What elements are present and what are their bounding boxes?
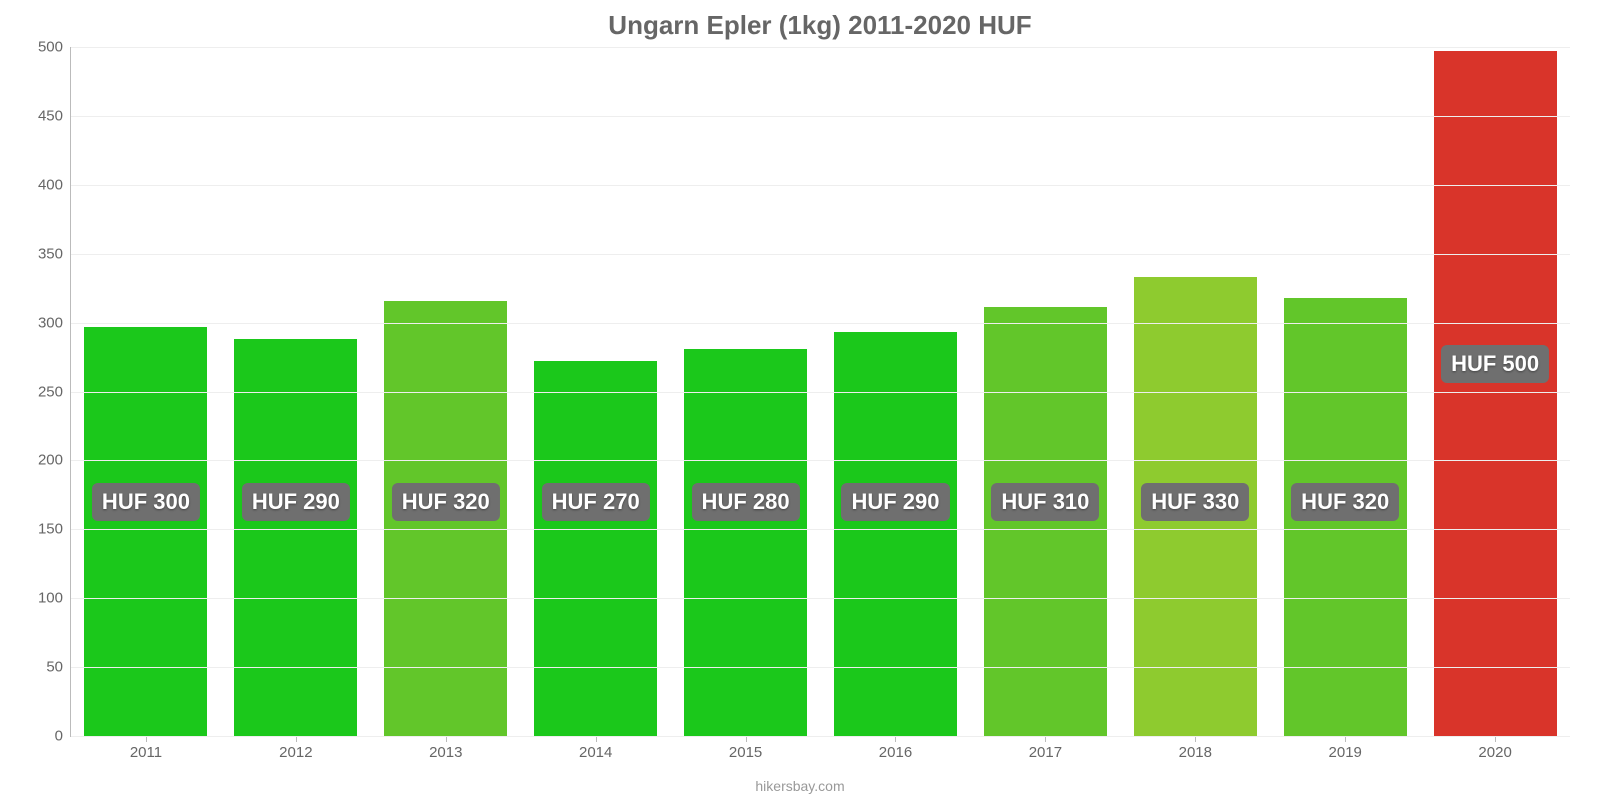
bar: [534, 361, 657, 736]
bar: [834, 332, 957, 736]
x-axis-label: 2013: [429, 744, 462, 761]
bar-value-label: HUF 300: [92, 483, 200, 521]
x-axis-label: 2018: [1179, 744, 1212, 761]
bar: [684, 349, 807, 736]
chart-title: Ungarn Epler (1kg) 2011-2020 HUF: [70, 10, 1570, 41]
grid-line: [71, 254, 1570, 255]
x-axis-label: 2016: [879, 744, 912, 761]
x-axis-label: 2014: [579, 744, 612, 761]
y-tick-label: 300: [38, 314, 71, 331]
x-axis-label: 2015: [729, 744, 762, 761]
grid-line: [71, 116, 1570, 117]
x-axis-label: 2019: [1329, 744, 1362, 761]
y-tick-label: 500: [38, 39, 71, 56]
grid-line: [71, 598, 1570, 599]
bar-value-label: HUF 270: [542, 483, 650, 521]
bar-value-label: HUF 280: [692, 483, 800, 521]
price-chart: Ungarn Epler (1kg) 2011-2020 HUF 2011HUF…: [0, 0, 1600, 800]
grid-line: [71, 323, 1570, 324]
y-tick-label: 450: [38, 107, 71, 124]
grid-line: [71, 460, 1570, 461]
bar-value-label: HUF 290: [242, 483, 350, 521]
grid-line: [71, 736, 1570, 737]
bar: [1434, 51, 1557, 736]
grid-line: [71, 392, 1570, 393]
y-tick-label: 50: [46, 659, 71, 676]
bar-value-label: HUF 330: [1141, 483, 1249, 521]
bar-value-label: HUF 290: [841, 483, 949, 521]
bar: [84, 327, 207, 736]
grid-line: [71, 529, 1570, 530]
x-axis-label: 2017: [1029, 744, 1062, 761]
y-tick-label: 150: [38, 521, 71, 538]
bar-value-label: HUF 320: [1291, 483, 1399, 521]
bar: [984, 307, 1107, 736]
grid-line: [71, 185, 1570, 186]
plot-area: 2011HUF 3002012HUF 2902013HUF 3202014HUF…: [70, 47, 1570, 737]
y-tick-label: 100: [38, 590, 71, 607]
bar: [234, 339, 357, 736]
x-axis-label: 2011: [130, 744, 162, 761]
credit-text: hikersbay.com: [755, 778, 844, 794]
y-tick-label: 350: [38, 245, 71, 262]
bar-value-label: HUF 310: [991, 483, 1099, 521]
y-tick-label: 400: [38, 176, 71, 193]
x-axis-label: 2020: [1478, 744, 1511, 761]
y-tick-label: 0: [55, 728, 71, 745]
grid-line: [71, 47, 1570, 48]
x-axis-label: 2012: [279, 744, 312, 761]
y-tick-label: 250: [38, 383, 71, 400]
grid-line: [71, 667, 1570, 668]
y-tick-label: 200: [38, 452, 71, 469]
bar-value-label: HUF 320: [392, 483, 500, 521]
bar-value-label: HUF 500: [1441, 345, 1549, 383]
